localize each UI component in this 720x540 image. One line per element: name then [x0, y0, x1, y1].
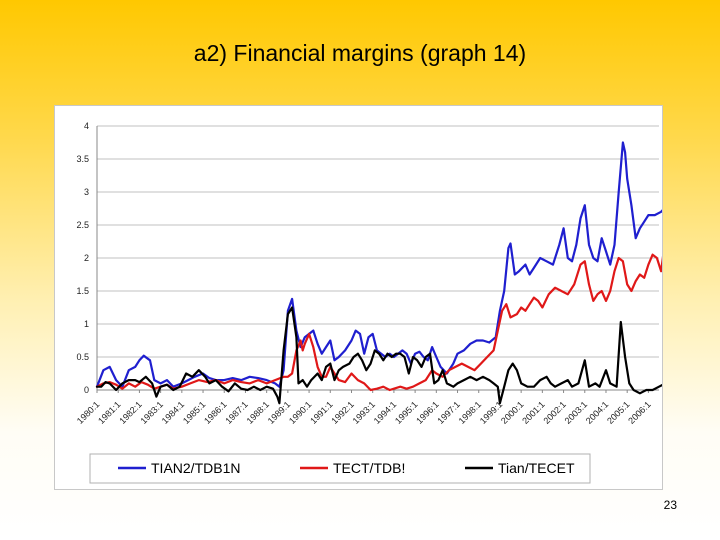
x-tick-label: 1994:1 [372, 399, 399, 426]
y-tick-label: 1.5 [76, 286, 89, 296]
y-tick-label: 0 [84, 385, 89, 395]
x-tick-label: 2004:1 [584, 399, 611, 426]
x-tick-label: 1984:1 [160, 399, 187, 426]
x-tick-label: 2006:1 [626, 399, 653, 426]
x-tick-label: 1988:1 [245, 399, 272, 426]
legend-label-2: TECT/TDB! [333, 460, 405, 476]
x-tick-label: 1981:1 [96, 399, 123, 426]
y-tick-label: 2.5 [76, 220, 89, 230]
x-tick-label: 1992:1 [329, 399, 356, 426]
x-tick-label: 2005:1 [605, 399, 632, 426]
x-tick-label: 2000:1 [499, 399, 526, 426]
x-tick-label: 1991:1 [308, 399, 335, 426]
x-tick-label: 1980:1 [75, 399, 102, 426]
x-tick-label: 1997:1 [435, 399, 462, 426]
x-tick-label: 1993:1 [351, 399, 378, 426]
y-tick-label: 3 [84, 187, 89, 197]
y-tick-label: 0.5 [76, 352, 89, 362]
slide-title: a2) Financial margins (graph 14) [193, 40, 527, 66]
x-tick-label: 1998:1 [457, 399, 484, 426]
x-tick-label: 1986:1 [202, 399, 229, 426]
x-tick-label: 1982:1 [117, 399, 144, 426]
legend-label-3: Tian/TECET [498, 460, 575, 476]
line-chart: 0 0.5 1 1.5 2 2.5 3 3.5 4 1980:11981:11982:11983:… [75, 121, 662, 484]
x-tick-label: 1983:1 [138, 399, 165, 426]
x-tick-label: 1990:1 [287, 399, 314, 426]
page-number: 23 [663, 498, 677, 512]
y-tick-label: 1 [84, 319, 89, 329]
series-line-1 [95, 141, 662, 388]
legend [89, 453, 591, 484]
x-tick-label: 1995:1 [393, 399, 420, 426]
x-tick-label: 1985:1 [181, 399, 208, 426]
y-tick-label: 3.5 [76, 154, 89, 164]
legend-label-1: TIAN2/TDB1N [151, 460, 240, 476]
x-tick-label: 2003:1 [563, 399, 590, 426]
y-tick-label: 4 [84, 121, 89, 131]
chart-frame: 0 0.5 1 1.5 2 2.5 3 3.5 4 1980:1 1981:1 1982:1 1983:… [54, 105, 663, 490]
x-tick-label: 1996:1 [414, 399, 441, 426]
y-tick-label: 2 [84, 253, 89, 263]
x-tick-label: 1987:1 [223, 399, 250, 426]
x-tick-label: 2001:1 [520, 399, 547, 426]
series-line-3 [95, 306, 662, 405]
series-line-2 [95, 253, 662, 392]
x-tick-label: 2002:1 [541, 399, 568, 426]
